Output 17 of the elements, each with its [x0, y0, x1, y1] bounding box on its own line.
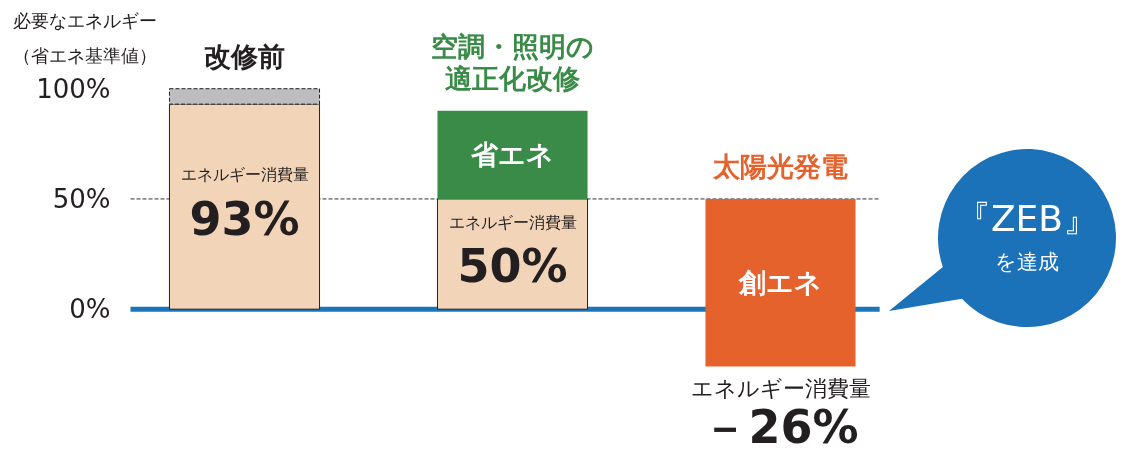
- y-tick-label: 100%: [36, 73, 111, 104]
- x-tick-label: 空調・照明の適正化改修: [431, 31, 594, 95]
- y-tick-label: 50%: [52, 183, 111, 214]
- series-label: 省エネ: [470, 139, 554, 171]
- bar: [437, 110, 588, 199]
- bar: [705, 198, 856, 367]
- text: エネルギー消費量: [180, 165, 309, 185]
- data-label: 93%: [189, 191, 300, 246]
- data-label: 50%: [457, 239, 568, 294]
- annotation: エネルギー消費量－26%: [690, 376, 871, 452]
- x-tick-label: 太陽光発電: [712, 151, 848, 183]
- y-tick-label: 0%: [69, 294, 111, 325]
- x-tick-label: 改修前: [204, 41, 285, 73]
- series-label: エネルギー消費量: [448, 212, 577, 232]
- series-label: 創エネ: [738, 267, 822, 299]
- annotation: 『ZEB』を達成: [954, 197, 1100, 274]
- y-axis-title: 必要なエネルギー（省エネ基準値）: [12, 10, 157, 66]
